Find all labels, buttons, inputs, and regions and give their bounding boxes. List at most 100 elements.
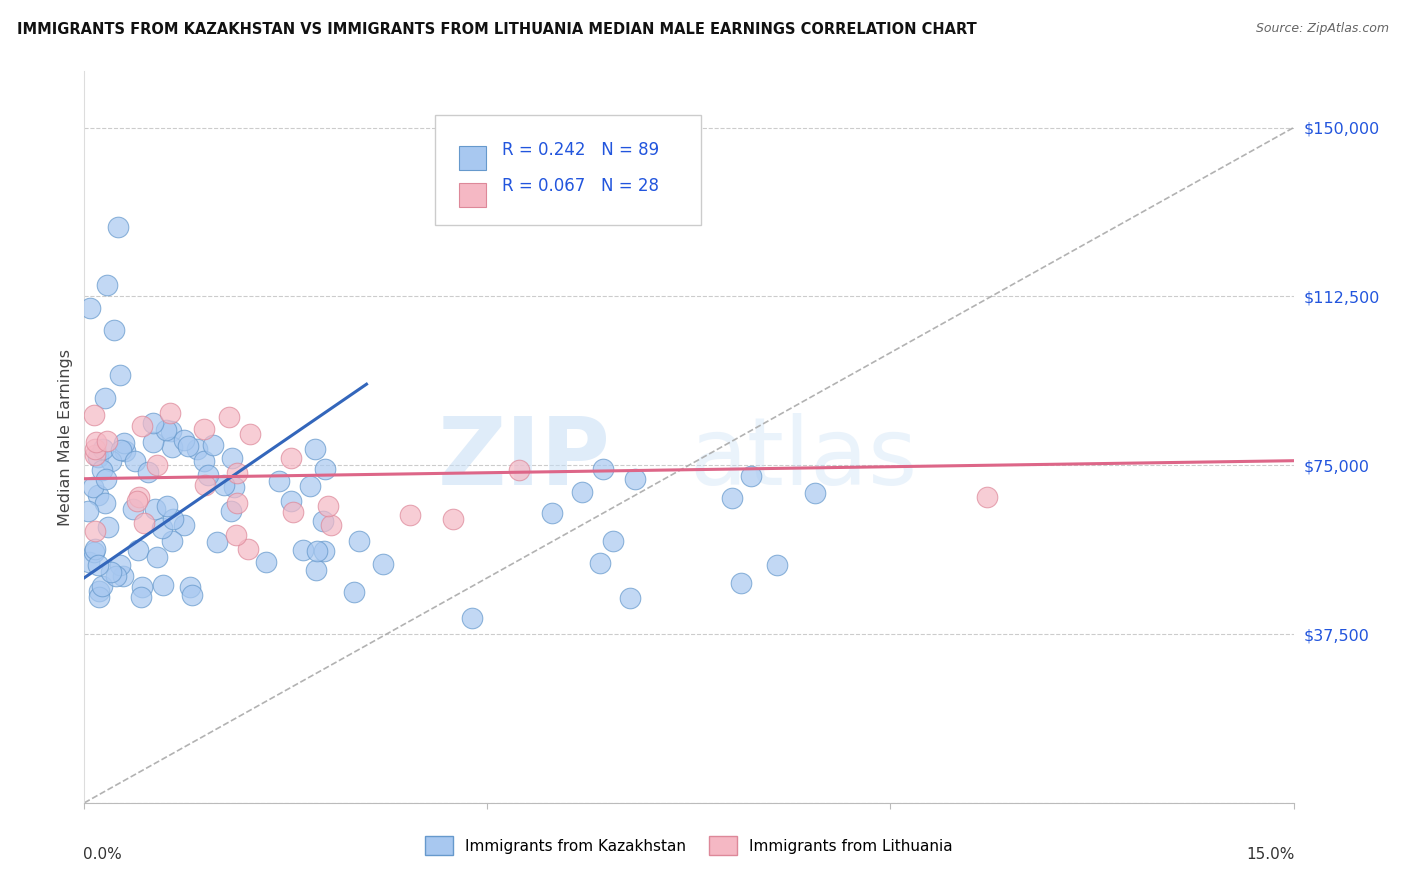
Point [150, 521, 173, 535]
Point [207, 535, 229, 549]
FancyBboxPatch shape [460, 146, 486, 170]
Point [152, 578, 174, 592]
Point [225, 496, 247, 510]
Point [100, 454, 122, 468]
Point [194, 477, 217, 491]
Point [160, 534, 183, 549]
Point [77, 555, 100, 569]
Point [77, 504, 100, 518]
Point [127, 494, 149, 508]
Point [160, 440, 183, 454]
Point [83, 544, 105, 558]
Point [280, 493, 302, 508]
Point [589, 556, 612, 570]
Point [181, 588, 204, 602]
Point [160, 424, 183, 438]
Point [508, 463, 530, 477]
Point [114, 444, 136, 458]
Point [129, 591, 152, 605]
Point [82, 480, 104, 494]
Text: Source: ZipAtlas.com: Source: ZipAtlas.com [1256, 22, 1389, 36]
Point [94, 391, 117, 405]
Point [592, 462, 614, 476]
Point [96, 278, 118, 293]
Point [142, 434, 165, 449]
Point [127, 542, 149, 557]
Point [128, 490, 150, 504]
Point [146, 550, 169, 565]
Point [131, 580, 153, 594]
Point [156, 499, 179, 513]
Point [94, 495, 117, 509]
Point [86, 488, 108, 502]
Point [321, 517, 343, 532]
Point [96, 434, 118, 448]
Point [97, 520, 120, 534]
Point [765, 558, 787, 573]
Point [108, 558, 131, 572]
Point [84, 541, 107, 556]
Point [173, 517, 195, 532]
Point [90, 579, 112, 593]
Point [193, 422, 215, 436]
Point [373, 557, 395, 571]
Point [84, 435, 107, 450]
Text: R = 0.242   N = 89: R = 0.242 N = 89 [502, 141, 658, 159]
Point [145, 458, 167, 472]
Point [305, 563, 328, 577]
Point [221, 504, 243, 518]
Point [122, 502, 145, 516]
Point [186, 442, 208, 456]
Point [132, 516, 155, 531]
Point [162, 512, 184, 526]
Point [226, 467, 249, 481]
Point [112, 436, 135, 450]
Point [212, 478, 235, 492]
Point [311, 514, 333, 528]
Point [399, 508, 422, 523]
Point [143, 502, 166, 516]
Point [314, 462, 336, 476]
Point [619, 591, 641, 605]
Point [318, 499, 340, 513]
Point [112, 569, 135, 583]
Text: ZIP: ZIP [437, 413, 610, 505]
Point [110, 442, 132, 457]
Point [623, 472, 645, 486]
Text: IMMIGRANTS FROM KAZAKHSTAN VS IMMIGRANTS FROM LITHUANIA MEDIAN MALE EARNINGS COR: IMMIGRANTS FROM KAZAKHSTAN VS IMMIGRANTS… [17, 22, 977, 37]
Point [298, 479, 321, 493]
Point [197, 468, 219, 483]
Point [740, 469, 762, 483]
Point [602, 534, 624, 549]
Point [110, 368, 132, 383]
Point [84, 442, 107, 456]
Point [281, 505, 304, 519]
Point [87, 450, 110, 465]
Point [177, 439, 200, 453]
Point [225, 527, 247, 541]
Point [280, 451, 302, 466]
Text: R = 0.067   N = 28: R = 0.067 N = 28 [502, 178, 658, 195]
Point [441, 512, 464, 526]
FancyBboxPatch shape [434, 115, 702, 225]
Point [239, 427, 262, 442]
Point [304, 442, 326, 456]
Point [83, 448, 105, 462]
Point [193, 454, 215, 468]
Point [107, 219, 129, 234]
Point [96, 472, 118, 486]
Point [91, 442, 114, 457]
Text: 15.0%: 15.0% [1246, 847, 1295, 862]
Point [83, 408, 105, 422]
Point [84, 524, 107, 538]
Point [142, 417, 165, 431]
Legend: Immigrants from Kazakhstan, Immigrants from Lithuania: Immigrants from Kazakhstan, Immigrants f… [419, 830, 959, 861]
Point [86, 558, 108, 573]
Point [131, 418, 153, 433]
Point [541, 506, 564, 520]
Point [238, 542, 260, 557]
Point [136, 465, 159, 479]
Point [100, 565, 122, 579]
Y-axis label: Median Male Earnings: Median Male Earnings [58, 349, 73, 525]
Point [79, 301, 101, 315]
